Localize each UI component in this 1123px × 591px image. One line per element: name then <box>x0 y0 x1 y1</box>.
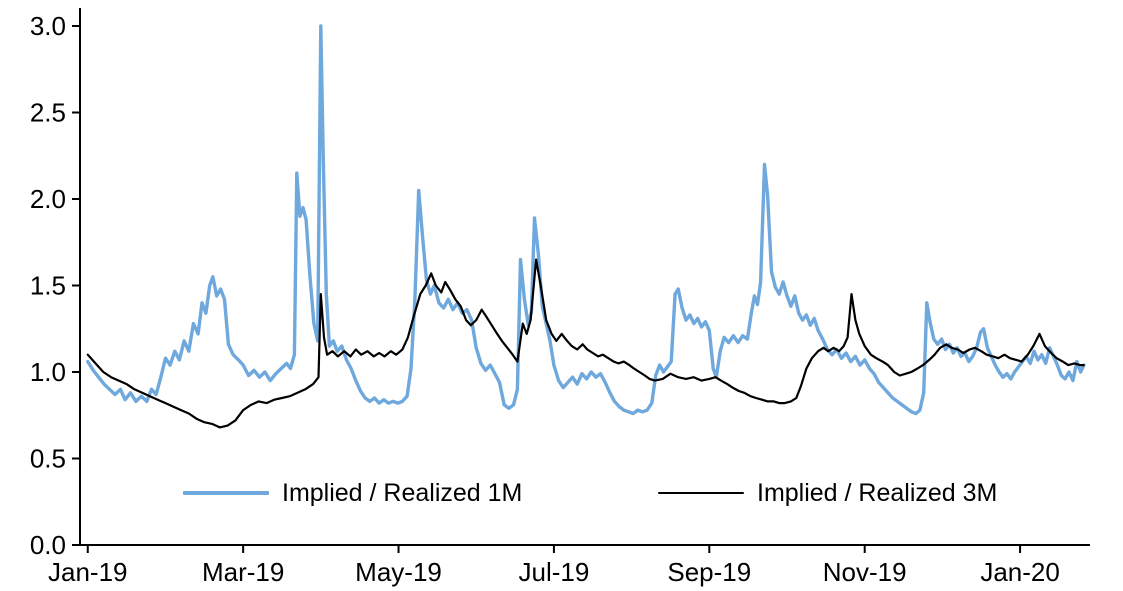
series-line-implied-realized-3m <box>86 258 1085 429</box>
y-tick-label: 0.0 <box>30 530 66 560</box>
y-tick-label: 0.5 <box>30 444 66 474</box>
series-line-implied-realized-1m <box>86 24 1086 416</box>
y-tick-label: 3.0 <box>30 11 66 41</box>
y-tick-label: 1.0 <box>30 357 66 387</box>
x-tick-label: Mar-19 <box>202 557 284 587</box>
y-tick-label: 2.5 <box>30 98 66 128</box>
x-tick-label: Jul-19 <box>519 557 590 587</box>
x-tick-label: Jan-20 <box>980 557 1060 587</box>
y-tick-label: 2.0 <box>30 184 66 214</box>
x-tick-label: May-19 <box>355 557 442 587</box>
x-tick-label: Sep-19 <box>667 557 751 587</box>
y-tick-label: 1.5 <box>30 271 66 301</box>
x-tick-label: Jan-19 <box>48 557 128 587</box>
x-tick-label: Nov-19 <box>823 557 907 587</box>
